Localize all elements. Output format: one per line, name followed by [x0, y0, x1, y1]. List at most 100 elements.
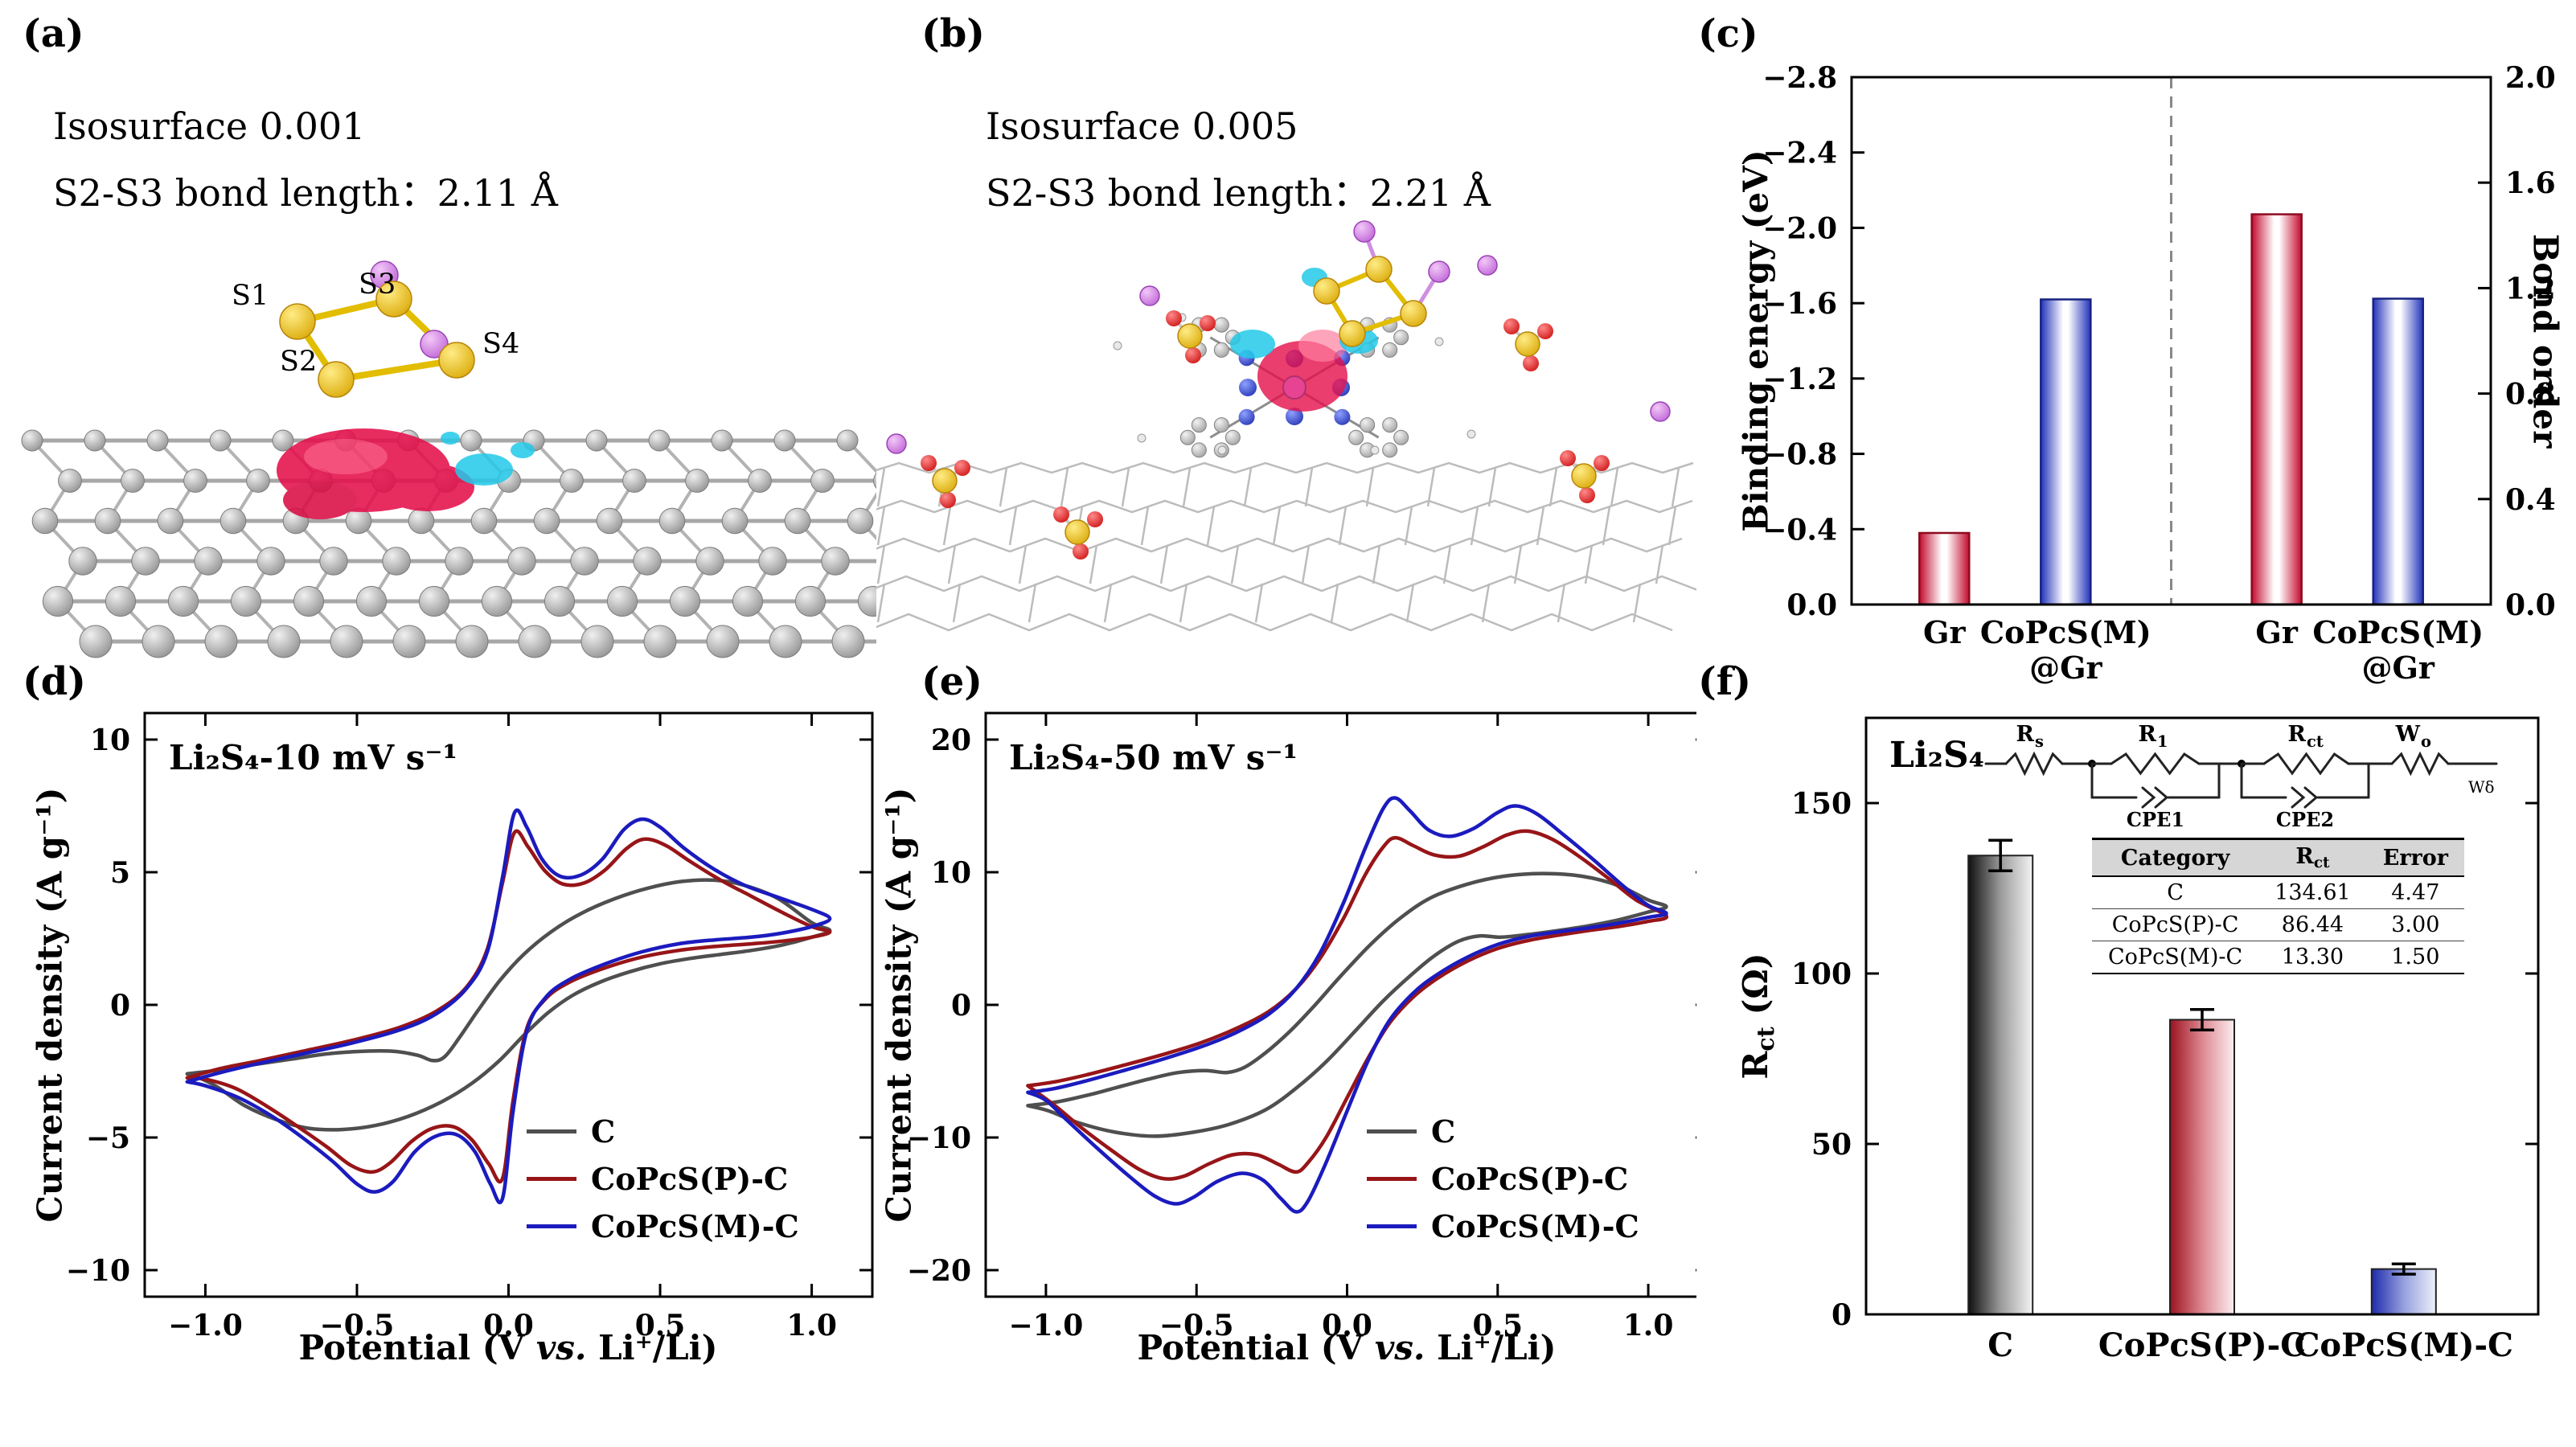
f-title: Li₂S₄ — [1889, 735, 1984, 776]
e-legend-line-copcs-m — [1367, 1224, 1417, 1228]
tick-label: −5 — [86, 1121, 130, 1155]
f-ylabel-unit: (Ω) — [1736, 953, 1776, 1027]
tick-label: 20 — [931, 724, 971, 757]
f-ylabel-base: R — [1736, 1051, 1776, 1080]
chart-e-svg: −1.0 −0.5 0.0 0.5 1.0 −20 −10 0 10 20 — [907, 711, 1696, 1342]
tick-label: 0.5 — [635, 1309, 686, 1342]
cobalt-center — [1282, 375, 1306, 400]
d-legend-label-copcs-p: CoPcS(P)-C — [591, 1161, 789, 1197]
tick-label: −0.5 — [320, 1309, 395, 1342]
graphene-lattice — [21, 429, 876, 658]
tick-label: 0.0 — [1786, 588, 1837, 622]
tick-label: Gr — [2255, 614, 2298, 650]
d-xlabel-vs: vs. — [535, 1328, 587, 1367]
table-row: CoPcS(M)-C 13.30 1.50 — [2092, 941, 2464, 975]
chart-c-svg: −2.8 −2.4 −2.0 −1.6 −1.2 −0.8 −0.4 0.0 2.0 1.6 1.2… — [1762, 61, 2556, 686]
f-y-axis-title: Rct (Ω) — [1736, 953, 1779, 1079]
tick-label: 1.0 — [786, 1309, 837, 1342]
bar-Binding-energy-eV--Gr — [1918, 531, 1971, 606]
tick-label: 1.2 — [2505, 272, 2556, 305]
tick-label: CoPcS(M) — [2312, 614, 2484, 650]
atom-label-s1: S1 — [232, 280, 269, 312]
chart-d-svg: −1.0 −0.5 0.0 0.5 1.0 −10 −5 0 5 10 — [66, 711, 874, 1342]
tick-label: −2.0 — [1762, 211, 1837, 245]
d-legend-row-m: CoPcS(M)-C — [527, 1208, 799, 1244]
d-xlabel-part2: Li⁺/Li) — [586, 1328, 718, 1367]
table-cell: 3.00 — [2366, 908, 2464, 942]
tick-label: −0.5 — [1159, 1309, 1234, 1342]
tick-label: @Gr — [2361, 650, 2434, 686]
tick-label: 10 — [931, 856, 971, 890]
tick-label: −1.0 — [168, 1309, 243, 1342]
plot-frame — [984, 711, 1696, 1298]
molecular-scene-b — [876, 220, 1696, 632]
error-bar-CoPcS(M)-C — [2391, 1262, 2416, 1276]
table-cell: CoPcS(P)-C — [2092, 908, 2259, 942]
e-legend-row-c: C — [1367, 1113, 1639, 1150]
isosurface-cyan — [441, 432, 535, 486]
e-legend-row-m: CoPcS(M)-C — [1367, 1208, 1639, 1244]
table-cell: 4.47 — [2366, 876, 2464, 910]
tick-label: 0.0 — [1322, 1309, 1372, 1342]
e-xlabel-vs: vs. — [1374, 1328, 1425, 1367]
tick-label: CoPcS(M)-C — [2295, 1326, 2513, 1364]
plot-frame — [1864, 716, 2540, 1316]
c-left-axis-title: Binding energy (eV) — [1736, 150, 1776, 532]
e-legend-label-copcs-m: CoPcS(M)-C — [1431, 1208, 1639, 1244]
d-legend-label-c: C — [591, 1113, 616, 1150]
rct-bar-CoPcS(M)-C — [2370, 1268, 2437, 1315]
tick-label: ct — [2307, 732, 2324, 751]
c-right-axis-title: Bond order — [2525, 233, 2566, 449]
graphene-wireframe — [876, 461, 1696, 632]
atom-label-s3: S3 — [359, 268, 396, 301]
table-cell: 86.44 — [2258, 908, 2367, 942]
panel-a-label: (a) — [23, 11, 84, 56]
plot-frame — [143, 711, 874, 1298]
tick-label: −0.8 — [1762, 438, 1837, 472]
d-title: Li₂S₄-10 mV s⁻¹ — [169, 738, 457, 777]
isosurface-red — [277, 428, 474, 519]
tick-label: −10 — [907, 1121, 971, 1155]
tick-label: 100 — [1791, 957, 1852, 991]
tick-label: s — [2035, 732, 2044, 751]
panel-a-bondlength-text: S2-S3 bond length：2.11 Å — [53, 171, 558, 215]
panel-b-isosurface-text: Isosurface 0.005 — [986, 105, 1298, 148]
d-legend: C CoPcS(P)-C CoPcS(M)-C — [527, 1113, 799, 1244]
tick-label: −0.4 — [1762, 513, 1837, 547]
tick-label: 0 — [110, 989, 130, 1023]
table-cell: C — [2092, 876, 2259, 910]
tick-label: −2.8 — [1762, 61, 1837, 95]
tick-label: 1.6 — [2505, 166, 2556, 200]
d-xlabel-part1: Potential (V — [298, 1328, 536, 1367]
panel-f-label: (f) — [1698, 659, 1752, 704]
d-legend-line-copcs-p — [527, 1177, 576, 1181]
tick-label: CPE1 — [2127, 808, 2184, 831]
tick-label: 150 — [1791, 787, 1852, 821]
tick-label: −1.0 — [1009, 1309, 1084, 1342]
d-legend-row-c: C — [527, 1113, 799, 1150]
adsorbed-li2s4 — [1313, 220, 1450, 347]
panel-c: Binding energy (eV) Bond order −2.8 −2.4−… — [1696, 0, 2576, 699]
tick-label: 0 — [1832, 1298, 1852, 1332]
f-ylabel-sub: ct — [1751, 1027, 1779, 1051]
table-header-cell: Error — [2366, 838, 2464, 878]
d-legend-line-copcs-m — [527, 1224, 576, 1228]
bar-Binding-energy-eV--CoPcS(M) — [2040, 298, 2092, 606]
tick-label: C — [1987, 1326, 2013, 1364]
bar-Bond-order-CoPcS(M) — [2372, 297, 2424, 606]
table-header-row: Category Rct Error — [2092, 838, 2464, 878]
isosurface-red — [1257, 330, 1347, 412]
d-legend-label-copcs-m: CoPcS(M)-C — [591, 1208, 799, 1244]
tick-label: 1 — [2157, 732, 2168, 751]
tick-label: Gr — [1923, 614, 1966, 650]
atom-label-s2: S2 — [280, 346, 318, 378]
panel-c-label: (c) — [1698, 11, 1758, 56]
d-legend-line-c — [527, 1129, 576, 1133]
d-x-axis-title: Potential (V vs. Li⁺/Li) — [298, 1328, 717, 1367]
panel-d-label: (d) — [23, 659, 86, 704]
panel-b-bondlength-text: S2-S3 bond length：2.21 Å — [986, 171, 1491, 215]
tick-label: 0.5 — [1472, 1309, 1523, 1342]
tick-label: o — [2421, 732, 2431, 751]
tick-label: −10 — [66, 1254, 130, 1288]
